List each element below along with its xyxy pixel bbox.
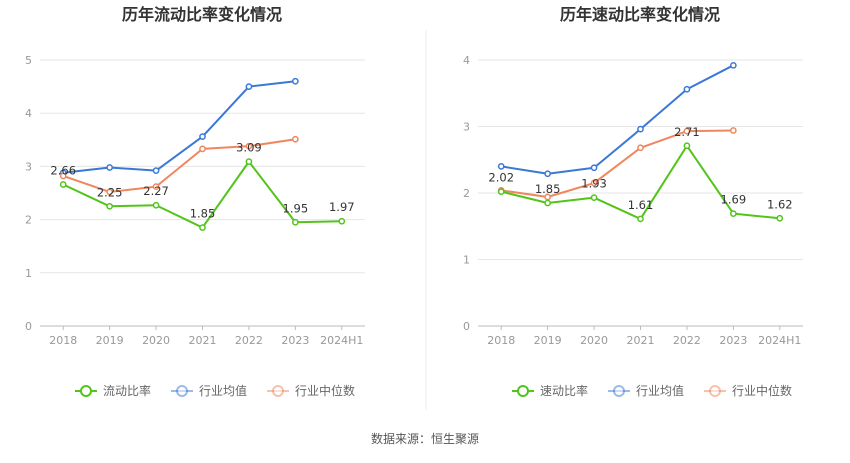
chart2-y-tick-label: 2: [463, 187, 470, 200]
chart2-point-median: [637, 144, 644, 152]
chart1-point-main: [59, 181, 67, 188]
chart2-x-tick-label: 2022: [673, 334, 701, 347]
chart1-point-median: [59, 172, 67, 180]
chart1-data-label: 1.97: [329, 200, 355, 214]
chart1-data-label: 3.09: [236, 141, 262, 155]
chart2-point-avg: [683, 85, 691, 93]
chart2-x-tick-label: 2020: [580, 334, 608, 347]
chart1-legend-swatch-marker: [272, 385, 284, 397]
chart1-series-line-median: [62, 138, 296, 193]
chart2-point-avg: [544, 170, 551, 178]
chart1-y-tick-label: 0: [25, 320, 32, 333]
chart2-point-median: [544, 193, 551, 201]
chart2-point-median: [730, 127, 737, 134]
chart1-title: 历年流动比率变化情况: [122, 5, 282, 24]
chart2-data-label: 1.85: [535, 182, 561, 196]
chart2-point-main: [544, 199, 551, 207]
chart2-point-avg: [497, 163, 505, 170]
chart2-point-main: [497, 188, 505, 196]
chart2-x-tick-label: 2019: [534, 334, 562, 347]
chart1-point-avg: [199, 133, 206, 140]
chart1-point-main: [199, 224, 206, 231]
chart2-data-label: 2.02: [488, 171, 514, 185]
chart1-y-tick-label: 3: [25, 160, 32, 173]
chart1-point-main: [106, 202, 113, 210]
chart1-data-label: 2.25: [97, 185, 123, 199]
chart1-point-avg: [292, 77, 299, 85]
chart1-legend-swatch-marker: [80, 385, 92, 397]
chart1-x-tick-label: 2022: [235, 334, 263, 347]
chart1-legend-label: 流动比率: [103, 383, 151, 398]
chart2-legend-swatch-marker: [517, 385, 529, 397]
chart1-data-label: 2.27: [143, 184, 169, 198]
chart1-x-tick-label: 2018: [49, 334, 77, 347]
chart1-point-median: [245, 142, 253, 150]
chart2-x-tick-label: 2021: [627, 334, 655, 347]
chart2-data-label: 2.71: [674, 125, 700, 139]
chart2-legend-label: 行业均值: [636, 383, 684, 398]
chart1-y-tick-label: 1: [25, 267, 32, 280]
chart2-point-main: [683, 142, 691, 150]
chart1-data-label: 1.85: [190, 207, 216, 221]
chart2-y-tick-label: 4: [463, 54, 470, 67]
chart2-legend-label: 速动比率: [540, 383, 588, 398]
chart2-legend-swatch-marker: [613, 385, 625, 397]
chart2-y-tick-label: 0: [463, 320, 470, 333]
chart2-data-label: 1.61: [628, 198, 654, 212]
chart1-y-tick-label: 4: [25, 107, 32, 120]
chart2-legend-swatch-marker: [709, 385, 721, 397]
chart2-x-tick-label: 2018: [487, 334, 515, 347]
chart1-y-tick-label: 2: [25, 214, 32, 227]
chart1-point-median: [106, 188, 113, 196]
chart1-point-main: [338, 217, 346, 225]
chart2-point-main: [637, 215, 644, 223]
chart2-data-label: 1.62: [767, 197, 793, 211]
chart1-x-tick-label: 2020: [142, 334, 170, 347]
chart2-point-median: [683, 127, 691, 135]
chart2-title: 历年速动比率变化情况: [560, 5, 720, 24]
source-note: 数据来源：恒生聚源: [370, 432, 479, 446]
chart2-point-main: [730, 210, 737, 217]
chart1-point-avg: [106, 164, 113, 171]
chart2-point-median: [590, 179, 598, 187]
chart1-y-tick-label: 5: [25, 54, 32, 67]
chart1-point-main: [152, 201, 160, 209]
chart2-data-label: 1.93: [581, 177, 607, 191]
chart1-point-avg: [245, 83, 253, 90]
chart2-series-line-median: [501, 129, 734, 198]
chart2-point-avg: [590, 164, 598, 172]
chart2-point-avg: [637, 125, 644, 133]
chart1-x-tick-label: 2019: [96, 334, 124, 347]
chart1-point-median: [292, 135, 299, 143]
chart1-x-tick-label: 2021: [189, 334, 217, 347]
chart1-data-label: 1.95: [283, 201, 309, 215]
chart2-point-main: [590, 194, 598, 202]
chart1-x-tick-label: 2024H1: [320, 334, 363, 347]
chart1-legend-label: 行业中位数: [295, 383, 355, 398]
chart1-point-main: [245, 158, 253, 165]
chart1-series-line-avg: [63, 80, 296, 174]
chart2-legend-label: 行业中位数: [732, 383, 792, 398]
chart1-point-avg: [152, 167, 160, 175]
chart1-point-median: [199, 145, 206, 153]
chart2-series-line-avg: [501, 64, 734, 175]
chart1-legend-label: 行业均值: [199, 383, 247, 398]
chart2-x-tick-label: 2023: [719, 334, 747, 347]
chart2-data-label: 1.69: [721, 193, 747, 207]
chart1-point-median: [152, 183, 160, 190]
chart2-y-tick-label: 3: [463, 121, 470, 134]
chart1-data-label: 2.66: [50, 163, 76, 177]
chart1-point-main: [292, 218, 299, 226]
chart2-point-main: [776, 214, 784, 222]
chart2-x-tick-label: 2024H1: [758, 334, 801, 347]
chart2-y-tick-label: 1: [463, 254, 470, 267]
chart2-point-avg: [730, 61, 737, 69]
chart1-x-tick-label: 2023: [281, 334, 309, 347]
chart1-legend-swatch-marker: [176, 385, 188, 397]
